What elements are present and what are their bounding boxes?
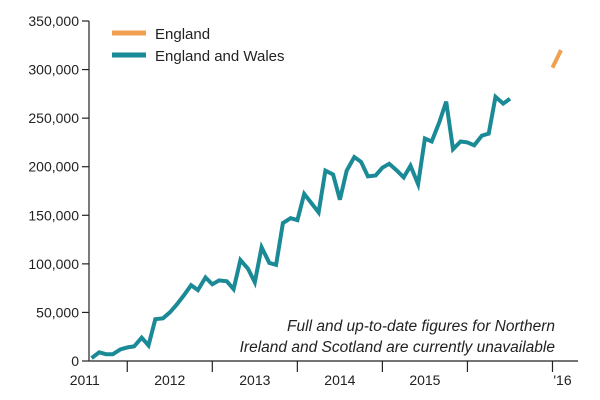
y-tick-label: 150,000 <box>28 207 79 223</box>
x-tick-label: 2012 <box>154 372 185 388</box>
y-tick-label: 250,000 <box>28 110 79 126</box>
series-line-england <box>550 49 563 69</box>
y-tick-label: 100,000 <box>28 256 79 272</box>
annotation-line-2: Ireland and Scotland are currently unava… <box>240 339 556 356</box>
y-tick-label: 350,000 <box>28 13 79 29</box>
y-tick-label: 200,000 <box>28 159 79 175</box>
axes-group: 0 50,000 100,000 150,000 200,000 250,000 300,0… <box>28 13 578 388</box>
series-line-england-and-wales <box>90 92 512 360</box>
y-tick-label: 300,000 <box>28 62 79 78</box>
legend: England England and Wales <box>112 26 285 65</box>
x-tick-label: 2011 <box>70 372 100 388</box>
x-tick-label: 2015 <box>409 372 440 388</box>
y-tick-label: 0 <box>71 353 79 369</box>
annotation-line-1: Full and up-to-date figures for Northern <box>287 318 555 335</box>
x-tick-label: '16 <box>553 372 571 388</box>
x-tick-label: 2014 <box>324 372 355 388</box>
legend-label-england: England <box>155 26 210 43</box>
series-group <box>90 49 563 360</box>
legend-label-england-and-wales: England and Wales <box>155 48 285 65</box>
y-tick-label: 50,000 <box>36 304 79 320</box>
x-tick-label: 2013 <box>239 372 270 388</box>
annotation: Full and up-to-date figures for Northern… <box>240 318 556 356</box>
